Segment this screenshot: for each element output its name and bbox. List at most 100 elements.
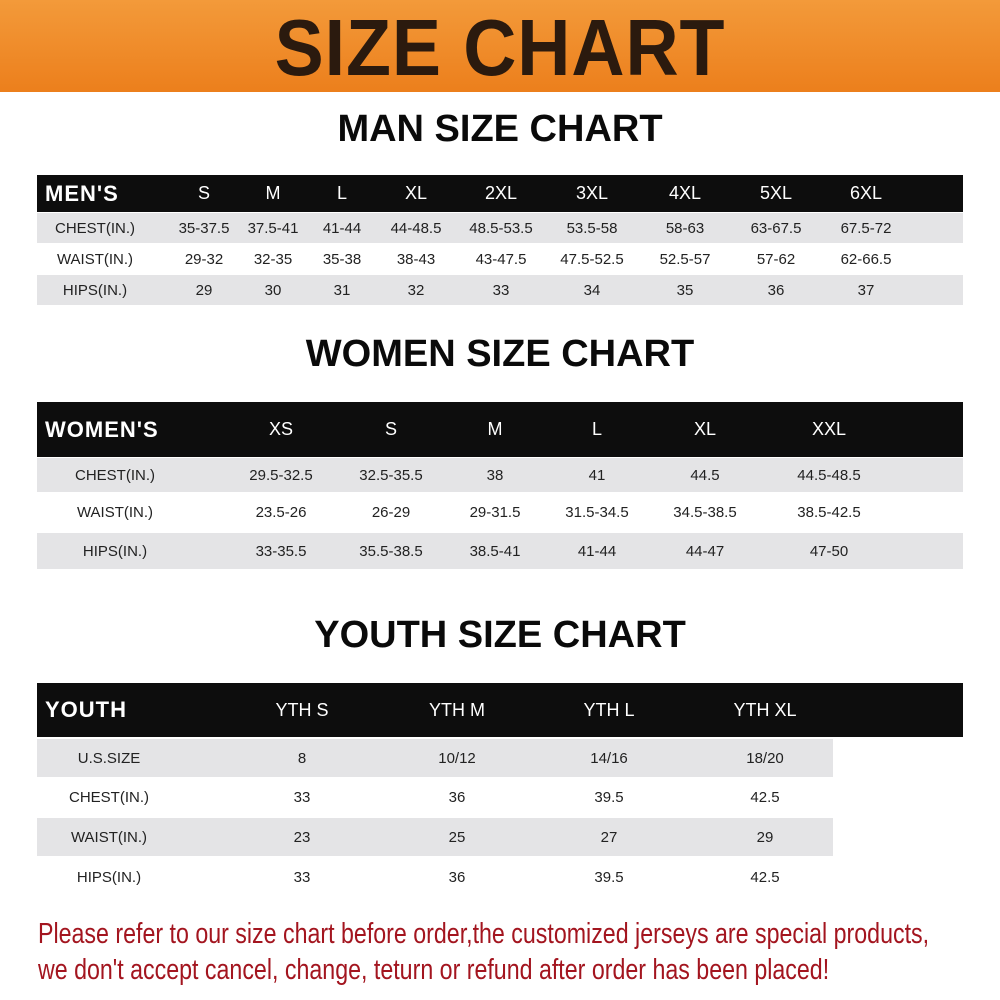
size-header-cell: YTH XL: [733, 699, 797, 720]
measurement-cell: 33-35.5: [255, 542, 307, 560]
table-row: HIPS(IN.) 33 36 39.5 42.5: [37, 858, 963, 897]
size-header-cell: 2XL: [484, 183, 518, 203]
measurement-cell: 36: [448, 869, 466, 886]
measurement-cell: 36: [448, 788, 466, 806]
table-row: WAIST(IN.) 29-32 32-35 35-38 38-43 43-47.5 47.…: [37, 244, 963, 274]
row-label: WAIST(IN.): [70, 828, 148, 846]
row-label: WAIST(IN.): [56, 250, 134, 268]
header-row: MEN'S S M L XL 2XL 3XL 4XL 5XL 6XL: [37, 175, 963, 212]
row-label: HIPS(IN.): [76, 869, 142, 886]
measurement-cell: 62-66.5: [840, 250, 892, 268]
measurement-cell: 41-44: [577, 542, 617, 560]
measurement-cell: 41: [588, 466, 606, 484]
banner-title: SIZE CHART: [274, 3, 726, 92]
measurement-cell: 44.5: [690, 466, 720, 484]
measurement-cell: 38-43: [396, 250, 436, 268]
measurement-cell: 32-35: [253, 250, 293, 268]
measurement-cell: 18/20: [746, 749, 784, 767]
size-header-cell: XXL: [811, 419, 847, 439]
table-title-cell: WOMEN'S: [45, 416, 159, 442]
row-label: CHEST(IN.): [75, 466, 155, 484]
measurement-cell: 41-44: [322, 219, 362, 237]
measurement-cell: 48.5-53.5: [469, 219, 533, 237]
men-section-title: MAN SIZE CHART: [337, 108, 663, 150]
table-row: HIPS(IN.) 33-35.5 35.5-38.5 38.5-41 41-44 44-…: [37, 533, 963, 569]
measurement-cell: 23.5-26: [255, 503, 307, 521]
size-header-cell: XL: [693, 419, 717, 439]
measurement-cell: 63-67.5: [750, 219, 802, 237]
measurement-cell: 36: [767, 281, 785, 299]
women-section-title: WOMEN SIZE CHART: [305, 333, 695, 375]
size-header-cell: S: [384, 419, 398, 439]
row-label: HIPS(IN.): [62, 281, 128, 299]
measurement-cell: 47.5-52.5: [560, 250, 624, 268]
measurement-cell: 44-47: [685, 542, 725, 560]
size-header-cell: 3XL: [575, 183, 609, 203]
size-header-cell: L: [591, 419, 603, 439]
size-header-cell: 4XL: [668, 183, 702, 203]
measurement-cell: 35-37.5: [178, 219, 230, 237]
size-header-cell: L: [336, 183, 348, 203]
table-row: CHEST(IN.) 35-37.5 37.5-41 41-44 44-48.5 48.5…: [37, 213, 963, 243]
measurement-cell: 58-63: [665, 219, 705, 237]
measurement-cell: 23: [293, 828, 311, 846]
size-header-cell: YTH S: [275, 699, 329, 720]
size-header-cell: M: [265, 183, 281, 203]
measurement-cell: 29-32: [184, 250, 224, 268]
measurement-cell: 10/12: [438, 749, 476, 767]
measurement-cell: 39.5: [594, 788, 624, 806]
size-header-cell: XL: [404, 183, 428, 203]
measurement-cell: 57-62: [756, 250, 796, 268]
row-label: WAIST(IN.): [76, 503, 154, 521]
measurement-cell: 26-29: [371, 503, 411, 521]
table-row: WAIST(IN.) 23 25 27 29: [37, 818, 834, 856]
youth-section-title: YOUTH SIZE CHART: [314, 614, 686, 656]
measurement-cell: 34.5-38.5: [673, 503, 737, 521]
size-header-cell: XS: [268, 419, 294, 439]
size-header-cell: S: [197, 183, 211, 203]
measurement-cell: 30: [264, 281, 282, 299]
table-row: WAIST(IN.) 23.5-26 26-29 29-31.5 31.5-34.5 34…: [37, 494, 963, 530]
measurement-cell: 29.5-32.5: [249, 466, 313, 484]
measurement-cell: 29-31.5: [469, 503, 521, 521]
measurement-cell: 43-47.5: [475, 250, 527, 268]
notice-line-2: we don't accept cancel, change, teturn o…: [38, 954, 830, 986]
measurement-cell: 32: [407, 281, 425, 299]
measurement-cell: 35-38: [322, 250, 362, 268]
row-label: U.S.SIZE: [77, 749, 141, 767]
measurement-cell: 25: [448, 828, 466, 846]
measurement-cell: 8: [297, 749, 307, 767]
measurement-cell: 37.5-41: [247, 219, 299, 237]
size-header-cell: 5XL: [759, 183, 793, 203]
size-header-cell: 6XL: [849, 183, 883, 203]
table-title-cell: MEN'S: [45, 180, 119, 206]
table-row: CHEST(IN.) 33 36 39.5 42.5: [37, 778, 963, 816]
measurement-cell: 39.5: [594, 869, 624, 886]
measurement-cell: 38.5-42.5: [797, 503, 861, 521]
table-title-cell: YOUTH: [45, 697, 127, 722]
banner: SIZE CHART: [0, 0, 1000, 92]
size-header-cell: YTH M: [429, 699, 485, 720]
measurement-cell: 42.5: [750, 869, 780, 886]
measurement-cell: 44-48.5: [390, 219, 442, 237]
row-label: CHEST(IN.): [69, 788, 149, 806]
row-label: HIPS(IN.): [82, 542, 148, 560]
header-row: WOMEN'S XS S M L XL XXL: [37, 402, 963, 457]
measurement-cell: 44.5-48.5: [797, 466, 861, 484]
measurement-cell: 27: [600, 828, 618, 846]
measurement-cell: 31: [333, 281, 351, 299]
row-label: CHEST(IN.): [55, 219, 135, 237]
measurement-cell: 33: [492, 281, 510, 299]
measurement-cell: 38: [486, 466, 504, 484]
header-row: YOUTH YTH S YTH M YTH L YTH XL: [37, 683, 963, 737]
measurement-cell: 38.5-41: [469, 542, 521, 560]
measurement-cell: 67.5-72: [840, 219, 892, 237]
measurement-cell: 52.5-57: [659, 250, 711, 268]
notice-line-1: Please refer to our size chart before or…: [38, 918, 930, 950]
table-row: HIPS(IN.) 29 30 31 32 33 34 35 36 37: [37, 275, 963, 305]
measurement-cell: 33: [293, 869, 311, 886]
size-header-cell: YTH L: [583, 699, 635, 720]
table-row: U.S.SIZE 8 10/12 14/16 18/20: [37, 739, 834, 777]
measurement-cell: 29: [756, 828, 774, 846]
measurement-cell: 14/16: [590, 749, 628, 767]
